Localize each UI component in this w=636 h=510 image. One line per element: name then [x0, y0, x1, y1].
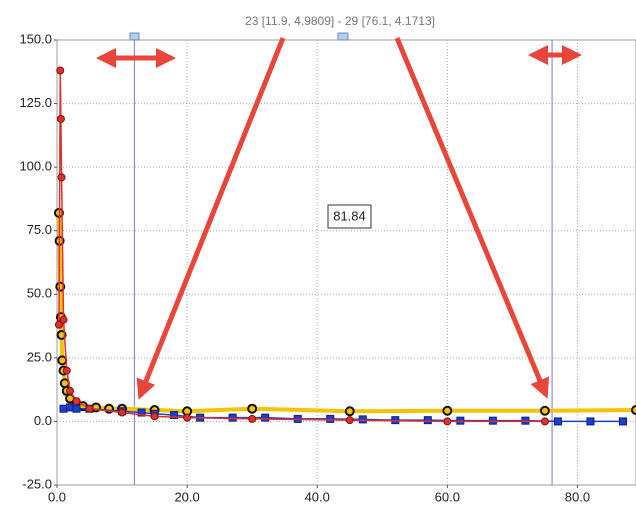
cursor-readout: 23 [11.9, 4.9809] - 29 [76.1, 4.1713]	[245, 14, 435, 28]
arrow	[394, 37, 550, 399]
marker	[183, 413, 192, 422]
marker	[56, 329, 67, 340]
x-tick-label: 40.0	[305, 489, 330, 504]
marker	[228, 413, 237, 422]
marker	[631, 404, 636, 415]
marker	[137, 408, 146, 417]
y-tick-label: 100.0	[19, 159, 52, 174]
y-tick-label: 75.0	[27, 222, 52, 237]
marker	[358, 415, 367, 424]
marker	[72, 397, 81, 406]
marker	[247, 403, 258, 414]
marker	[54, 320, 63, 329]
marker	[62, 366, 71, 375]
marker	[57, 173, 66, 182]
x-tick-label: 60.0	[435, 489, 460, 504]
series-line	[58, 70, 545, 423]
arrows	[96, 37, 582, 400]
value-box-text: 81.84	[333, 208, 366, 223]
marker	[59, 315, 68, 324]
marker	[586, 417, 595, 426]
cursor-handle[interactable]	[337, 32, 349, 41]
marker	[57, 355, 68, 366]
x-tick-label: 0.0	[48, 489, 66, 504]
y-tick-label: 25.0	[27, 349, 52, 364]
y-tick-label: 0.0	[34, 413, 52, 428]
marker	[72, 404, 81, 413]
y-tick-label: 125.0	[19, 95, 52, 110]
marker	[345, 416, 354, 425]
marker	[443, 417, 452, 426]
marker	[456, 416, 465, 425]
marker	[344, 406, 355, 417]
x-tick-label: 20.0	[174, 489, 199, 504]
cursor-handle[interactable]	[129, 32, 140, 41]
arrow	[136, 37, 286, 400]
marker	[170, 411, 179, 420]
marker	[66, 386, 75, 395]
marker	[66, 403, 75, 412]
marker	[540, 417, 549, 426]
marker	[423, 416, 432, 425]
y-tick-label: 50.0	[27, 286, 52, 301]
marker	[261, 413, 270, 422]
marker	[326, 414, 335, 423]
marker	[539, 405, 550, 416]
marker	[553, 417, 562, 426]
marker	[56, 114, 65, 123]
marker	[248, 414, 257, 423]
marker	[85, 404, 94, 413]
marker	[521, 416, 530, 425]
y-tick-label: -25.0	[22, 476, 52, 491]
x-tick-label: 80.0	[565, 489, 590, 504]
marker	[118, 408, 127, 417]
marker	[55, 281, 66, 292]
y-tick-label: 150.0	[19, 31, 52, 46]
marker	[150, 412, 159, 421]
marker	[442, 405, 453, 416]
marker	[618, 417, 627, 426]
value-box	[327, 204, 372, 229]
marker	[488, 416, 497, 425]
marker	[59, 404, 68, 413]
marker	[56, 66, 65, 75]
